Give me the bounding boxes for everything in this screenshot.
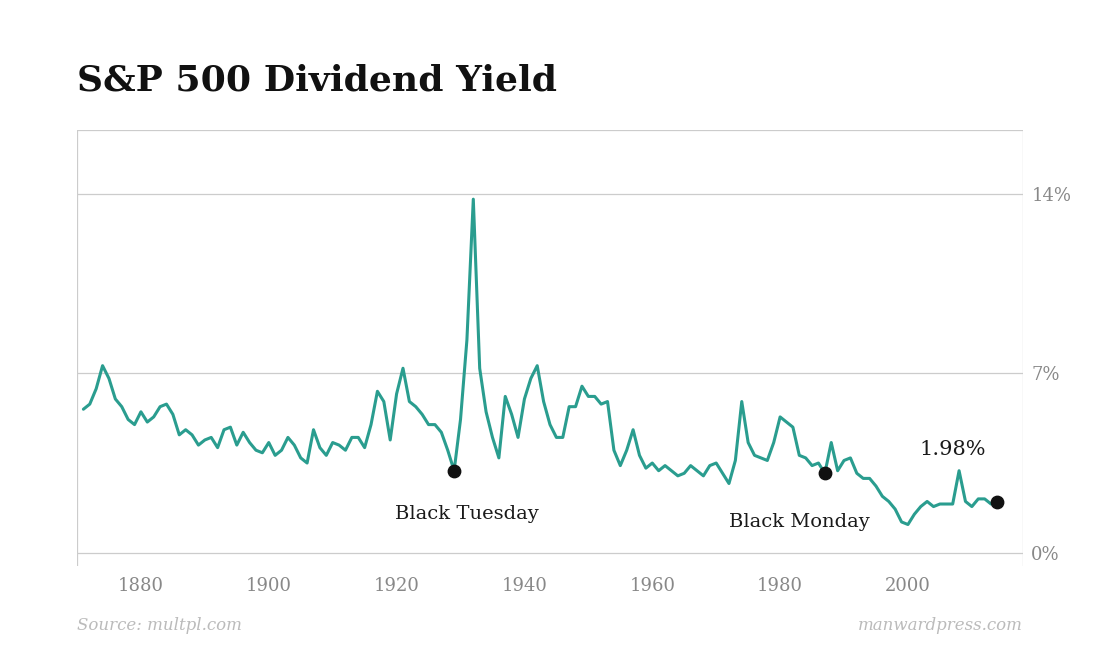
Point (446, 465, 463, 476)
Point (816, 468, 834, 478)
Text: 1.98%: 1.98% (920, 440, 986, 460)
Text: manwardpress.com: manwardpress.com (858, 618, 1023, 634)
Text: S&P 500 Dividend Yield: S&P 500 Dividend Yield (77, 64, 557, 98)
Text: Black Monday: Black Monday (729, 513, 870, 531)
Text: Black Tuesday: Black Tuesday (395, 506, 539, 523)
Point (989, 497, 1006, 507)
Text: Source: multpl.com: Source: multpl.com (77, 618, 242, 634)
